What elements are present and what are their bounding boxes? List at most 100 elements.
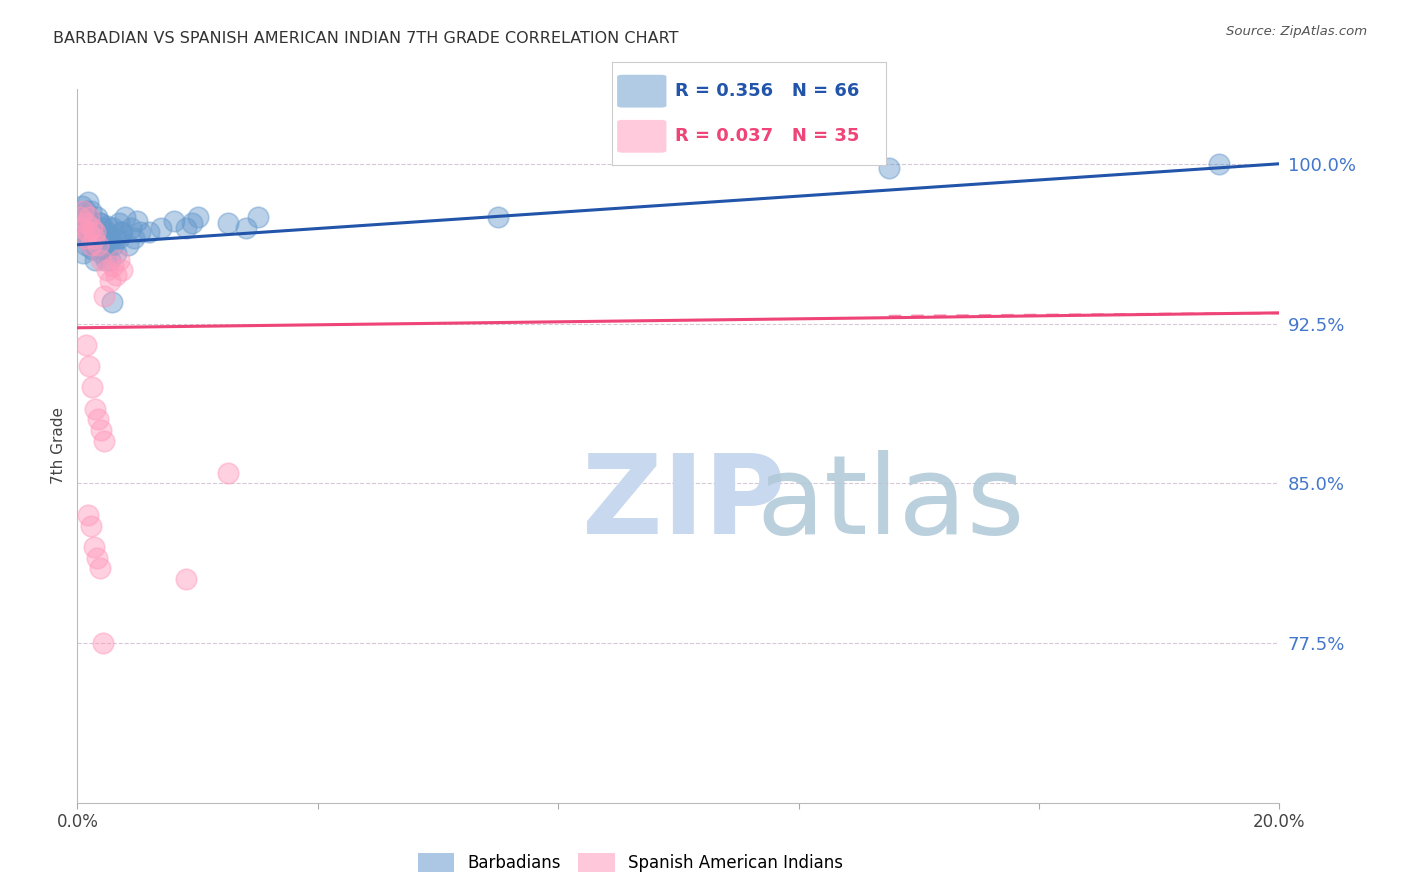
Point: [108, 231, 131, 245]
Point: [110, 225, 132, 239]
Point: [75, 237, 97, 252]
Point: [100, 274, 122, 288]
Point: [111, 263, 134, 277]
Point: [162, 214, 184, 228]
Point: [69, 210, 91, 224]
Point: [108, 216, 131, 230]
Point: [103, 237, 125, 252]
Point: [93, 235, 115, 250]
Text: ZIP: ZIP: [582, 450, 786, 557]
Point: [72, 246, 94, 260]
Point: [100, 252, 122, 267]
Point: [246, 210, 269, 224]
Point: [72, 203, 94, 218]
Point: [69, 225, 91, 239]
Point: [82, 231, 104, 245]
Point: [79, 519, 101, 533]
Point: [87, 237, 110, 252]
Point: [84, 225, 107, 239]
Point: [77, 508, 100, 523]
Point: [87, 225, 110, 239]
Point: [96, 225, 118, 239]
Point: [127, 214, 149, 228]
Point: [105, 246, 128, 260]
Point: [101, 295, 124, 310]
Point: [75, 203, 97, 218]
Point: [174, 572, 197, 586]
Point: [129, 225, 152, 239]
Point: [105, 268, 128, 282]
Legend: Barbadians, Spanish American Indians: Barbadians, Spanish American Indians: [409, 844, 851, 880]
Point: [103, 259, 125, 273]
Point: [89, 561, 111, 575]
Point: [187, 210, 209, 224]
Point: [120, 220, 142, 235]
Point: [90, 252, 112, 267]
Point: [70, 199, 93, 213]
Point: [77, 225, 100, 239]
Point: [79, 214, 101, 228]
Point: [877, 161, 900, 175]
Point: [77, 195, 100, 210]
Point: [86, 210, 108, 224]
Point: [75, 338, 97, 352]
Point: [180, 216, 202, 230]
Point: [70, 216, 93, 230]
Point: [91, 636, 114, 650]
Point: [96, 263, 118, 277]
Point: [75, 216, 97, 230]
Text: R = 0.037   N = 35: R = 0.037 N = 35: [675, 128, 859, 145]
Point: [111, 225, 134, 239]
Point: [84, 237, 107, 252]
Point: [84, 252, 107, 267]
Point: [87, 412, 110, 426]
Point: [79, 225, 101, 239]
FancyBboxPatch shape: [617, 120, 666, 153]
Point: [82, 242, 104, 256]
Point: [79, 359, 101, 373]
Point: [217, 466, 239, 480]
Point: [96, 242, 118, 256]
Point: [77, 220, 100, 235]
Point: [96, 219, 118, 233]
Point: [90, 246, 112, 260]
Text: BARBADIAN VS SPANISH AMERICAN INDIAN 7TH GRADE CORRELATION CHART: BARBADIAN VS SPANISH AMERICAN INDIAN 7TH…: [53, 31, 679, 46]
Point: [235, 220, 257, 235]
Text: R = 0.356   N = 66: R = 0.356 N = 66: [675, 82, 859, 100]
Point: [70, 220, 93, 235]
Point: [82, 380, 104, 394]
Point: [91, 242, 114, 256]
Point: [89, 216, 111, 230]
Point: [83, 231, 105, 245]
Point: [87, 237, 110, 252]
Point: [73, 210, 96, 224]
Point: [117, 237, 139, 252]
Point: [108, 252, 131, 267]
Point: [96, 252, 118, 267]
Point: [82, 220, 104, 235]
Point: [114, 210, 136, 224]
Point: [73, 231, 96, 245]
Text: Source: ZipAtlas.com: Source: ZipAtlas.com: [1226, 25, 1367, 38]
FancyBboxPatch shape: [617, 75, 666, 108]
Y-axis label: 7th Grade: 7th Grade: [51, 408, 66, 484]
Point: [91, 220, 114, 235]
Point: [1208, 157, 1230, 171]
Point: [93, 289, 115, 303]
Point: [83, 540, 105, 554]
Point: [73, 231, 96, 245]
Point: [90, 423, 112, 437]
Point: [217, 216, 239, 230]
Point: [79, 237, 101, 252]
Point: [100, 231, 122, 245]
Point: [89, 216, 111, 230]
Point: [83, 220, 105, 235]
Point: [86, 231, 108, 245]
Point: [103, 220, 125, 235]
Point: [72, 210, 94, 224]
Point: [83, 220, 105, 235]
Point: [486, 210, 509, 224]
Point: [79, 231, 101, 245]
Point: [150, 220, 173, 235]
Point: [93, 434, 115, 448]
